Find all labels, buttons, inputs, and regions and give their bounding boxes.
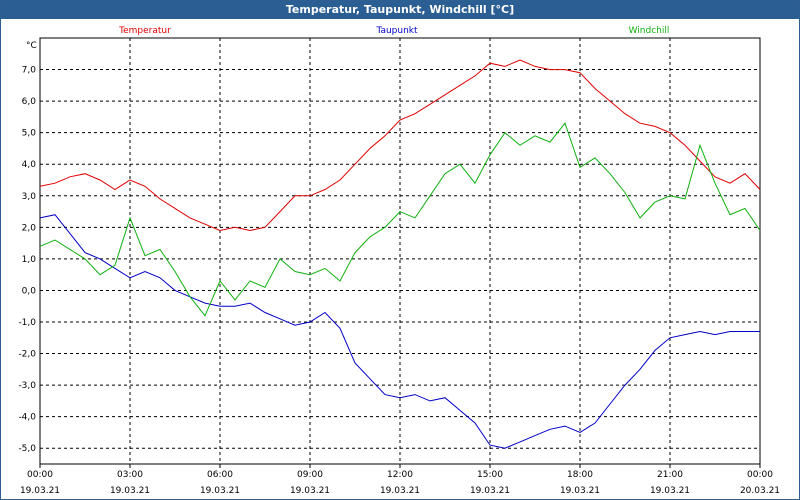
y-tick-label: -1,0 xyxy=(18,318,36,328)
y-tick-label: -2,0 xyxy=(18,350,36,360)
x-tick-time-label: 15:00 xyxy=(477,470,503,480)
x-tick-time-label: 21:00 xyxy=(657,470,683,480)
x-tick-time-label: 09:00 xyxy=(297,470,323,480)
series-line-windchill xyxy=(39,122,761,317)
window-title: Temperatur, Taupunkt, Windchill [°C] xyxy=(1,1,799,19)
y-tick-label: 3,0 xyxy=(22,192,37,202)
x-tick-date-label: 19.03.21 xyxy=(560,486,600,496)
x-tick-date-label: 19.03.21 xyxy=(650,486,690,496)
x-tick-time-label: 06:00 xyxy=(207,470,233,480)
x-tick-date-label: 19.03.21 xyxy=(380,486,420,496)
y-tick-label: -5,0 xyxy=(18,444,36,454)
y-tick-label: 2,0 xyxy=(22,223,37,233)
y-axis-label: °C xyxy=(26,41,37,51)
legend: Temperatur Taupunkt Windchill xyxy=(118,26,669,36)
y-tick-label: 1,0 xyxy=(22,255,37,265)
series-line-temperature xyxy=(39,59,761,232)
x-tick-time-label: 18:00 xyxy=(567,470,593,480)
x-tick-time-label: 00:00 xyxy=(747,470,773,480)
x-tick-time-label: 12:00 xyxy=(387,470,413,480)
x-tick-date-label: 19.03.21 xyxy=(110,486,150,496)
grid xyxy=(40,38,760,464)
y-tick-label: 4,0 xyxy=(22,160,37,170)
y-tick-label: -4,0 xyxy=(18,413,36,423)
x-axis-ticks: 00:00 19.03.21 03:00 19.03.21 06:00 19.03.21 0… xyxy=(20,464,780,496)
series-lines xyxy=(39,59,761,449)
y-tick-label: -3,0 xyxy=(18,381,36,391)
x-tick-date-label: 19.03.21 xyxy=(200,486,240,496)
x-tick-date-label: 19.03.21 xyxy=(470,486,510,496)
x-tick-date-label: 19.03.21 xyxy=(290,486,330,496)
x-tick-time-label: 03:00 xyxy=(117,470,143,480)
y-axis-ticks: -5,0 -4,0 -3,0 -2,0 -1,0 0,0 1,0 2,0 3,0 4,0 5,0 6,… xyxy=(18,66,36,455)
legend-entry-temperature: Temperatur xyxy=(118,26,171,36)
x-tick-date-label: 19.03.21 xyxy=(20,486,60,496)
x-tick-time-label: 00:00 xyxy=(27,470,53,480)
y-tick-label: 5,0 xyxy=(22,129,37,139)
legend-entry-windchill: Windchill xyxy=(629,26,670,36)
series-line-dewpoint xyxy=(39,214,760,449)
x-tick-date-label: 20.03.21 xyxy=(740,486,780,496)
y-tick-label: 6,0 xyxy=(22,97,37,107)
legend-entry-dewpoint: Taupunkt xyxy=(375,26,418,36)
y-tick-label: 0,0 xyxy=(22,286,37,296)
y-tick-label: 7,0 xyxy=(22,66,37,76)
